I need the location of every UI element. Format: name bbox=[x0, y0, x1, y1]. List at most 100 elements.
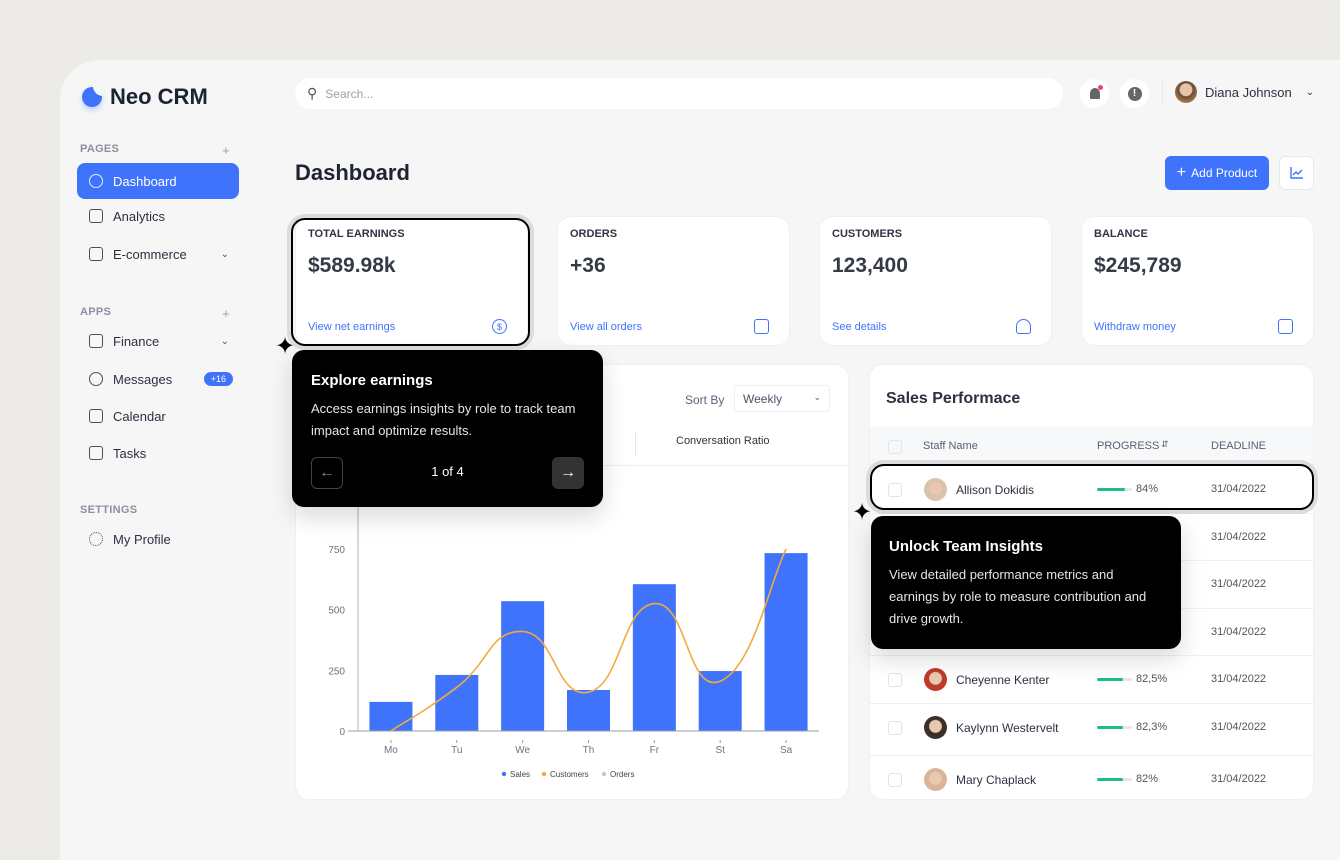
avatar bbox=[924, 768, 947, 791]
progress-bar bbox=[1097, 778, 1132, 781]
section-pages: PAGES + bbox=[80, 143, 230, 158]
add-product-button[interactable]: + Add Product bbox=[1165, 156, 1269, 190]
sidebar-item-ecommerce[interactable]: E-commerce ⌄ bbox=[77, 236, 239, 272]
tab-divider bbox=[635, 431, 636, 457]
user-menu[interactable]: Diana Johnson ⌄ bbox=[1175, 81, 1314, 103]
logo-icon bbox=[82, 86, 103, 107]
chart-button[interactable] bbox=[1279, 156, 1314, 190]
row-checkbox[interactable] bbox=[888, 773, 902, 787]
y-tick-label: 250 bbox=[328, 666, 345, 677]
messages-badge: +16 bbox=[203, 372, 233, 386]
search-input[interactable]: ⚲ Search... bbox=[295, 78, 1063, 109]
avatar bbox=[1175, 81, 1197, 103]
line-chart-icon bbox=[1289, 167, 1303, 179]
sidebar-item-label: Finance bbox=[113, 333, 160, 349]
shopping-bag-icon bbox=[754, 319, 769, 334]
x-tick-label: Th bbox=[583, 745, 595, 756]
table-row[interactable]: Kaylynn Westervelt 82,3% 31/04/2022 bbox=[870, 703, 1313, 751]
notifications-button[interactable] bbox=[1080, 79, 1109, 108]
row-checkbox[interactable] bbox=[888, 483, 902, 497]
sidebar-item-messages[interactable]: Messages +16 bbox=[77, 361, 239, 397]
tab-conversation-ratio[interactable]: Conversation Ratio bbox=[676, 435, 770, 447]
y-tick-label: 0 bbox=[339, 727, 345, 738]
tour-prev-button[interactable]: ← bbox=[311, 457, 343, 489]
add-app-button[interactable]: + bbox=[222, 306, 230, 321]
chat-icon bbox=[89, 372, 103, 386]
bar-sales bbox=[435, 674, 479, 731]
sidebar-item-label: E-commerce bbox=[113, 246, 187, 262]
table-row[interactable]: Mary Chaplack 82% 31/04/2022 bbox=[870, 755, 1313, 799]
table-row[interactable]: Cheyenne Kenter 82,5% 31/04/2022 bbox=[870, 655, 1313, 703]
sales-chart: 0 250 500 750 Mo Tu We Th Fr St Sa Sales Customers Or… bbox=[328, 471, 819, 779]
section-label: PAGES bbox=[80, 143, 120, 155]
tasks-icon bbox=[89, 446, 103, 460]
stat-card-orders[interactable]: ORDERS +36 View all orders bbox=[557, 216, 790, 346]
bar-sales bbox=[567, 689, 610, 731]
x-tick-label: Fr bbox=[650, 745, 660, 756]
stat-value: 123,400 bbox=[832, 254, 908, 277]
gear-icon bbox=[89, 532, 103, 546]
stat-link[interactable]: View all orders bbox=[570, 321, 642, 333]
tour-next-button[interactable]: → bbox=[552, 457, 584, 489]
sidebar-item-label: Dashboard bbox=[113, 173, 177, 189]
logo[interactable]: Neo CRM bbox=[82, 84, 208, 110]
y-tick-label: 750 bbox=[328, 545, 345, 556]
x-tick-label: We bbox=[515, 745, 530, 756]
select-all-checkbox[interactable] bbox=[888, 440, 902, 454]
app-name: Neo CRM bbox=[110, 84, 208, 109]
staff-name: Kaylynn Westervelt bbox=[956, 721, 1059, 735]
x-tick-label: St bbox=[715, 745, 725, 756]
sidebar-item-calendar[interactable]: Calendar bbox=[77, 398, 239, 434]
tooltip-body: Access earnings insights by role to trac… bbox=[311, 401, 576, 438]
stat-link[interactable]: See details bbox=[832, 321, 887, 333]
legend-marker bbox=[601, 771, 607, 777]
sort-select[interactable]: Weekly ⌄ bbox=[734, 385, 830, 412]
legend-label: Sales bbox=[510, 770, 530, 779]
card-title: Sales Performace bbox=[886, 390, 1021, 407]
sidebar-item-dashboard[interactable]: Dashboard bbox=[77, 163, 239, 199]
stat-card-total-earnings[interactable]: TOTAL EARNINGS $589.98k View net earnings $ bbox=[295, 216, 528, 346]
section-apps: APPS + bbox=[80, 306, 230, 321]
wallet-icon bbox=[1278, 319, 1293, 334]
arrow-left-icon: ← bbox=[319, 464, 335, 481]
deadline: 31/04/2022 bbox=[1211, 483, 1267, 495]
column-staff-name[interactable]: Staff Name bbox=[923, 440, 978, 452]
search-icon: ⚲ bbox=[307, 85, 318, 101]
stat-label: TOTAL EARNINGS bbox=[308, 228, 405, 240]
bar-sales bbox=[501, 601, 545, 731]
tour-counter: 1 of 4 bbox=[431, 464, 464, 479]
wallet-icon bbox=[89, 334, 103, 348]
bar-sales bbox=[632, 584, 676, 731]
legend-label: Orders bbox=[610, 770, 634, 779]
avatar bbox=[924, 478, 947, 501]
row-checkbox[interactable] bbox=[888, 721, 902, 735]
bar-sales bbox=[369, 701, 413, 731]
staff-name: Cheyenne Kenter bbox=[956, 673, 1050, 687]
sidebar-item-tasks[interactable]: Tasks bbox=[77, 435, 239, 471]
sidebar-item-analytics[interactable]: Analytics bbox=[77, 198, 239, 234]
staff-name: Mary Chaplack bbox=[956, 773, 1037, 787]
dollar-icon: $ bbox=[492, 319, 507, 334]
deadline: 31/04/2022 bbox=[1211, 773, 1267, 785]
stat-link[interactable]: View net earnings bbox=[308, 321, 396, 333]
add-page-button[interactable]: + bbox=[222, 143, 230, 158]
row-checkbox[interactable] bbox=[888, 673, 902, 687]
search-placeholder: Search... bbox=[325, 86, 374, 101]
column-progress[interactable]: PROGRESS bbox=[1097, 440, 1160, 452]
stat-card-balance[interactable]: BALANCE $245,789 Withdraw money bbox=[1081, 216, 1314, 346]
sidebar-item-finance[interactable]: Finance ⌄ bbox=[77, 323, 239, 359]
section-settings: SETTINGS bbox=[80, 504, 230, 516]
sort-icon[interactable]: ⇵ bbox=[1161, 439, 1169, 449]
stat-value: $245,789 bbox=[1094, 254, 1182, 277]
tour-tooltip-earnings: Explore earnings Access earnings insight… bbox=[292, 350, 603, 507]
stat-card-customers[interactable]: CUSTOMERS 123,400 See details bbox=[819, 216, 1052, 346]
deadline: 31/04/2022 bbox=[1211, 626, 1267, 638]
table-row[interactable]: Allison Dokidis 84% 31/04/2022 bbox=[870, 465, 1313, 513]
sidebar-item-my-profile[interactable]: My Profile bbox=[77, 521, 239, 557]
divider bbox=[1162, 80, 1163, 106]
column-deadline[interactable]: DEADLINE bbox=[1211, 440, 1267, 452]
progress-value: 82,3% bbox=[1136, 721, 1168, 733]
staff-name: Allison Dokidis bbox=[956, 483, 1035, 497]
info-button[interactable]: ! bbox=[1120, 79, 1149, 108]
stat-link[interactable]: Withdraw money bbox=[1094, 321, 1176, 333]
